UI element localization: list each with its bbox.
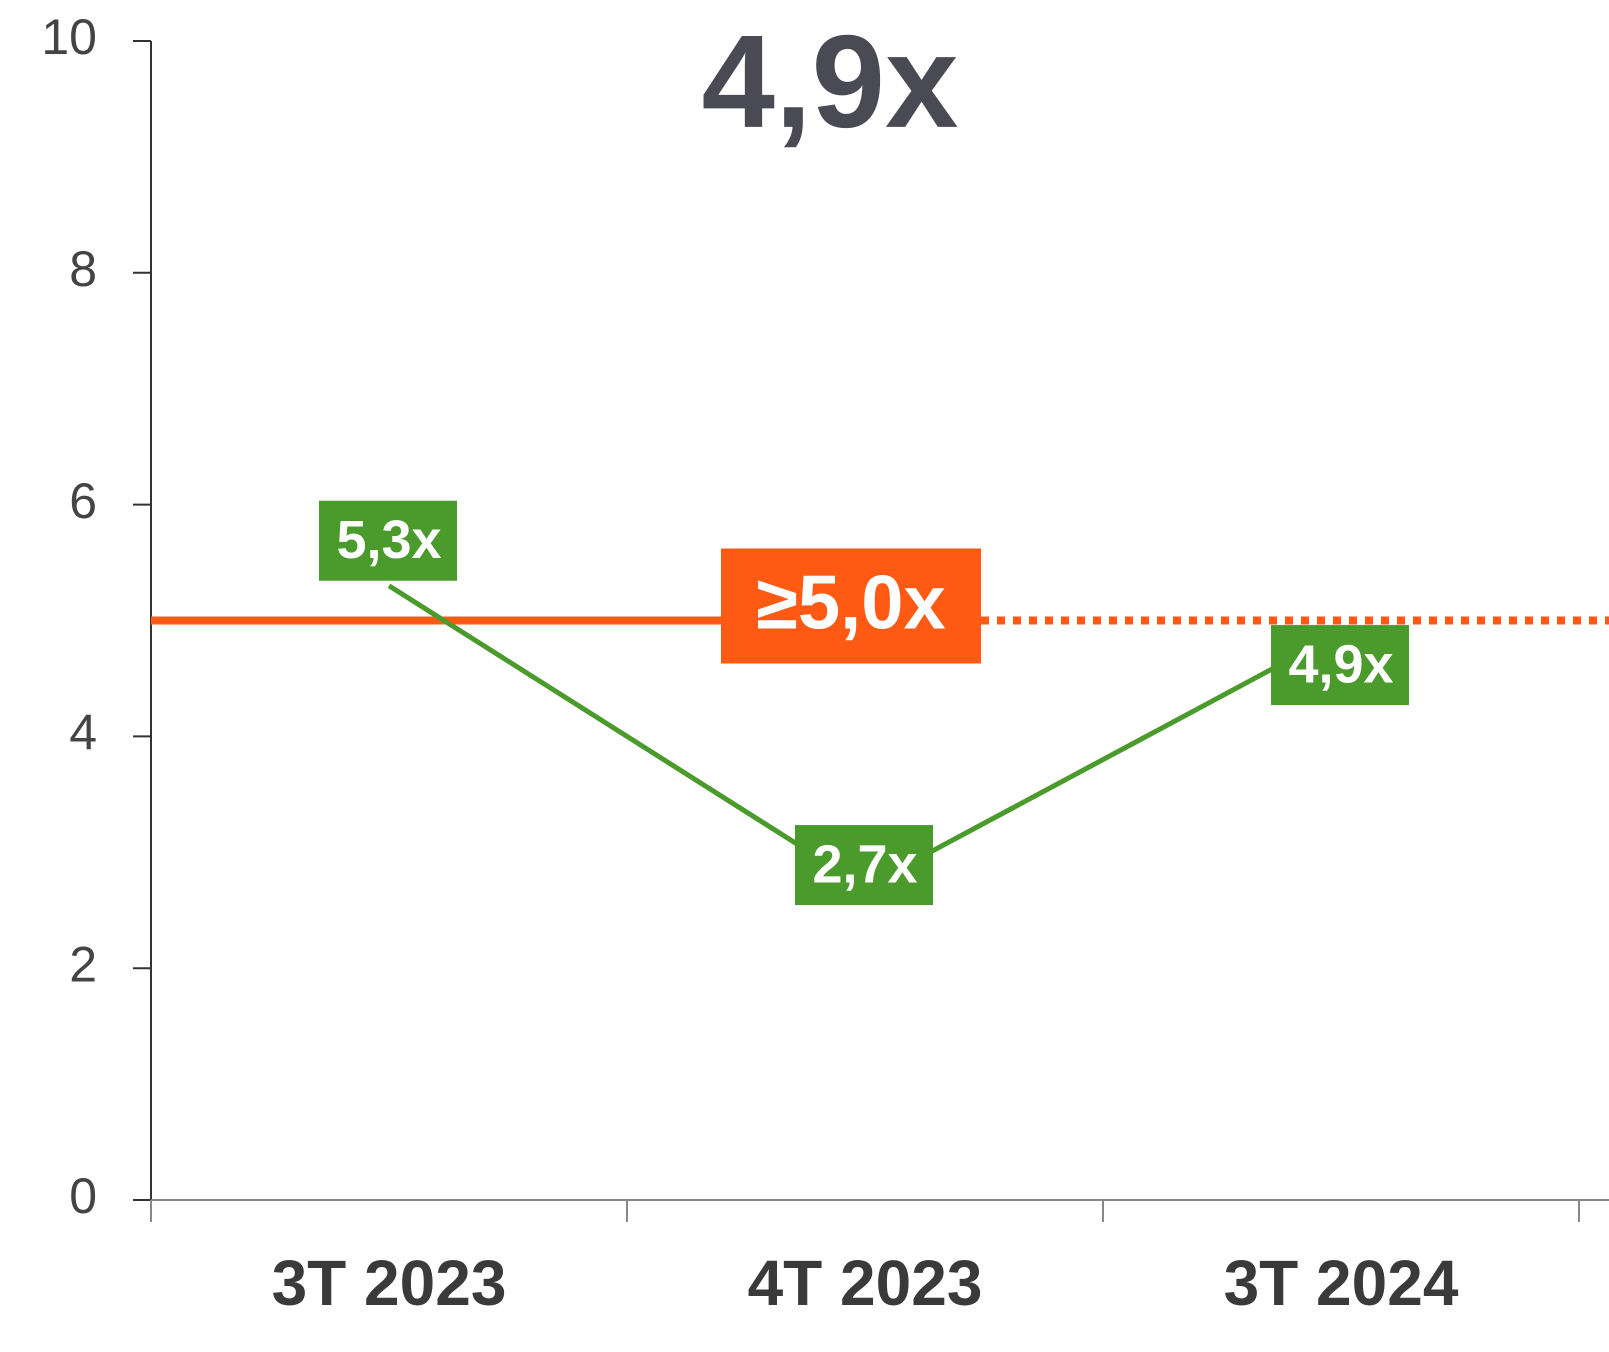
y-tick-label: 0	[69, 1168, 97, 1224]
reference-label-box	[721, 548, 981, 664]
x-tick-label: 4T 2023	[748, 1247, 983, 1319]
y-tick-label: 6	[69, 473, 97, 529]
value-label-box	[795, 825, 933, 906]
reference-label: ≥5,0x	[756, 561, 946, 646]
y-tick-label: 8	[69, 241, 97, 297]
y-tick-label: 4	[69, 705, 97, 761]
y-tick-label: 10	[41, 9, 97, 65]
value-label: 4,9x	[1288, 634, 1393, 694]
value-label: 5,3x	[336, 510, 441, 570]
x-tick-label: 3T 2023	[272, 1247, 507, 1319]
y-tick-label: 2	[69, 936, 97, 992]
chart-title: 4,9x	[702, 8, 959, 155]
value-label-box	[1271, 625, 1409, 706]
x-tick-label: 3T 2024	[1224, 1247, 1459, 1319]
value-label-box	[319, 500, 457, 581]
value-label: 2,7x	[812, 834, 917, 894]
